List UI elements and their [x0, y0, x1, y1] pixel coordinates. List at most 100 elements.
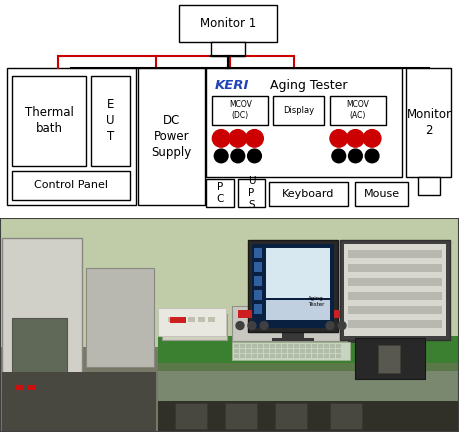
- Bar: [266, 300, 330, 320]
- Text: Thermal
bath: Thermal bath: [25, 106, 73, 135]
- Bar: [306, 344, 311, 349]
- Bar: [252, 354, 257, 359]
- Bar: [276, 344, 281, 349]
- Bar: [12, 76, 86, 165]
- Bar: [348, 264, 442, 272]
- Bar: [318, 344, 323, 349]
- Bar: [225, 403, 257, 429]
- Bar: [336, 354, 341, 359]
- Bar: [312, 349, 317, 353]
- Bar: [188, 317, 195, 321]
- Bar: [86, 268, 154, 367]
- Bar: [288, 344, 293, 349]
- Bar: [232, 306, 350, 341]
- Text: Aging
Tester: Aging Tester: [308, 296, 324, 307]
- Bar: [248, 240, 338, 331]
- Bar: [12, 318, 67, 377]
- Circle shape: [326, 321, 334, 330]
- Bar: [254, 248, 262, 258]
- Bar: [234, 349, 239, 353]
- Bar: [178, 317, 185, 321]
- Bar: [340, 240, 450, 340]
- Bar: [324, 349, 329, 353]
- Circle shape: [247, 149, 261, 163]
- Text: Aging Tester: Aging Tester: [270, 79, 347, 92]
- Bar: [330, 344, 335, 349]
- Text: P
C: P C: [217, 182, 224, 204]
- Bar: [318, 349, 323, 353]
- Bar: [246, 354, 251, 359]
- Bar: [264, 354, 269, 359]
- Bar: [246, 344, 251, 349]
- Bar: [246, 349, 251, 353]
- Bar: [238, 310, 256, 318]
- Bar: [270, 354, 275, 359]
- Bar: [232, 343, 350, 360]
- Bar: [264, 344, 269, 349]
- Bar: [170, 317, 186, 323]
- Bar: [312, 354, 317, 359]
- Bar: [355, 182, 409, 206]
- Bar: [348, 250, 442, 258]
- Bar: [418, 178, 440, 195]
- Bar: [264, 349, 269, 353]
- Bar: [282, 344, 287, 349]
- Bar: [270, 344, 275, 349]
- Bar: [207, 68, 403, 178]
- Text: Keyboard: Keyboard: [282, 189, 335, 199]
- Bar: [0, 347, 459, 432]
- Bar: [91, 76, 130, 165]
- Bar: [162, 314, 227, 340]
- Bar: [158, 336, 459, 363]
- Circle shape: [363, 130, 381, 147]
- Bar: [330, 349, 335, 353]
- Circle shape: [229, 130, 246, 147]
- Bar: [356, 331, 376, 341]
- Bar: [276, 349, 281, 353]
- Text: KERI: KERI: [214, 79, 249, 92]
- Bar: [286, 309, 316, 323]
- Bar: [28, 385, 36, 390]
- Text: Monitor 1: Monitor 1: [200, 17, 256, 30]
- Bar: [306, 349, 311, 353]
- Bar: [198, 317, 205, 321]
- Text: E
U
T: E U T: [106, 98, 115, 143]
- Circle shape: [213, 130, 230, 147]
- Bar: [15, 385, 23, 390]
- Bar: [318, 354, 323, 359]
- Bar: [158, 363, 459, 372]
- Bar: [276, 354, 281, 359]
- Text: Display: Display: [283, 105, 314, 114]
- Bar: [234, 344, 239, 349]
- Bar: [207, 179, 234, 206]
- Bar: [240, 354, 245, 359]
- Bar: [322, 310, 340, 318]
- Bar: [288, 349, 293, 353]
- Bar: [282, 327, 304, 340]
- Bar: [240, 349, 245, 353]
- Bar: [378, 346, 400, 373]
- Bar: [348, 278, 442, 286]
- Bar: [252, 344, 257, 349]
- Bar: [330, 354, 335, 359]
- Bar: [272, 337, 314, 341]
- Bar: [273, 95, 324, 125]
- Circle shape: [348, 149, 362, 163]
- Bar: [275, 403, 307, 429]
- Circle shape: [332, 149, 346, 163]
- Bar: [252, 349, 257, 353]
- Bar: [294, 349, 299, 353]
- Bar: [158, 308, 226, 336]
- Bar: [258, 354, 263, 359]
- Text: DC
Power
Supply: DC Power Supply: [151, 114, 191, 159]
- Circle shape: [330, 130, 347, 147]
- Circle shape: [246, 130, 263, 147]
- Bar: [330, 403, 362, 429]
- Bar: [336, 349, 341, 353]
- Bar: [344, 244, 446, 336]
- Bar: [240, 344, 245, 349]
- Bar: [238, 179, 265, 206]
- Text: U
P
S: U P S: [248, 175, 255, 210]
- Bar: [348, 306, 442, 314]
- Bar: [300, 354, 305, 359]
